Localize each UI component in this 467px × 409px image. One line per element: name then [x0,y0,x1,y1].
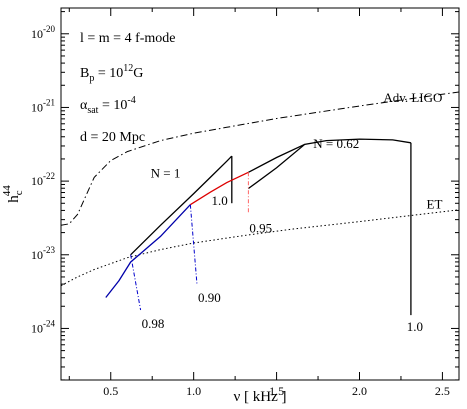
annotation-block: l = m = 4 f-mode Bp = 1012G αsat = 10-4 … [80,31,176,145]
y-tick-label: 10-22 [31,171,55,188]
y-axis-ticks: 10-24 10-23 10-22 10-21 10-20 [31,11,459,381]
x-axis-ticks: 0.5 1.0 1.5 2.0 2.5 [68,8,450,398]
signal-curve [248,143,306,173]
sensitivity-curve [60,91,460,226]
y-axis-label-sub: c [13,190,25,195]
x-tick-label: 1.5 [269,384,284,398]
distance-annotation: d = 20 Mpc [80,130,145,145]
n062-label: N = 0.62 [313,136,359,151]
signal-curve [248,138,412,190]
cutoff-line [130,254,142,311]
cutoff-label: 0.95 [249,220,272,235]
signal-curve [105,204,191,298]
n062-cutoff-label: 1.0 [407,319,423,334]
x-axis-label: ν [ kHz ] [233,389,286,405]
signal-curve [189,171,249,206]
y-tick-label: 10-20 [31,24,55,41]
mode-annotation: l = m = 4 f-mode [80,31,176,46]
signal-curve [130,155,233,256]
curve-labels: Adv. LIGO ET N = 1 N = 0.62 1.0 1.0 0.98 0.90 0.… [142,90,443,334]
y-axis-label-sup: 44 [1,185,13,197]
x-tick-label: 2.0 [352,384,367,398]
n1-label: N = 1 [151,165,181,180]
alpha-annotation: αsat = 10-4 [80,95,136,116]
y-axis-label: hc44 [1,185,25,203]
n1-cutoff-label: 1.0 [212,193,228,208]
adv-ligo-label: Adv. LIGO [383,90,442,105]
cutoff-line [189,204,198,285]
x-tick-label: 0.5 [103,384,118,398]
x-tick-label: 1.0 [186,384,201,398]
y-tick-label: 10-24 [31,318,55,335]
cutoff-label: 0.90 [198,290,221,305]
y-tick-label: 10-21 [31,97,55,114]
x-tick-label: 2.5 [435,384,450,398]
cutoff-label: 0.98 [142,316,165,331]
et-label: ET [427,196,443,211]
bp-annotation: Bp = 1012G [80,63,143,84]
plot-frame [60,7,460,381]
y-tick-label: 10-23 [31,245,55,262]
curves [60,91,460,316]
